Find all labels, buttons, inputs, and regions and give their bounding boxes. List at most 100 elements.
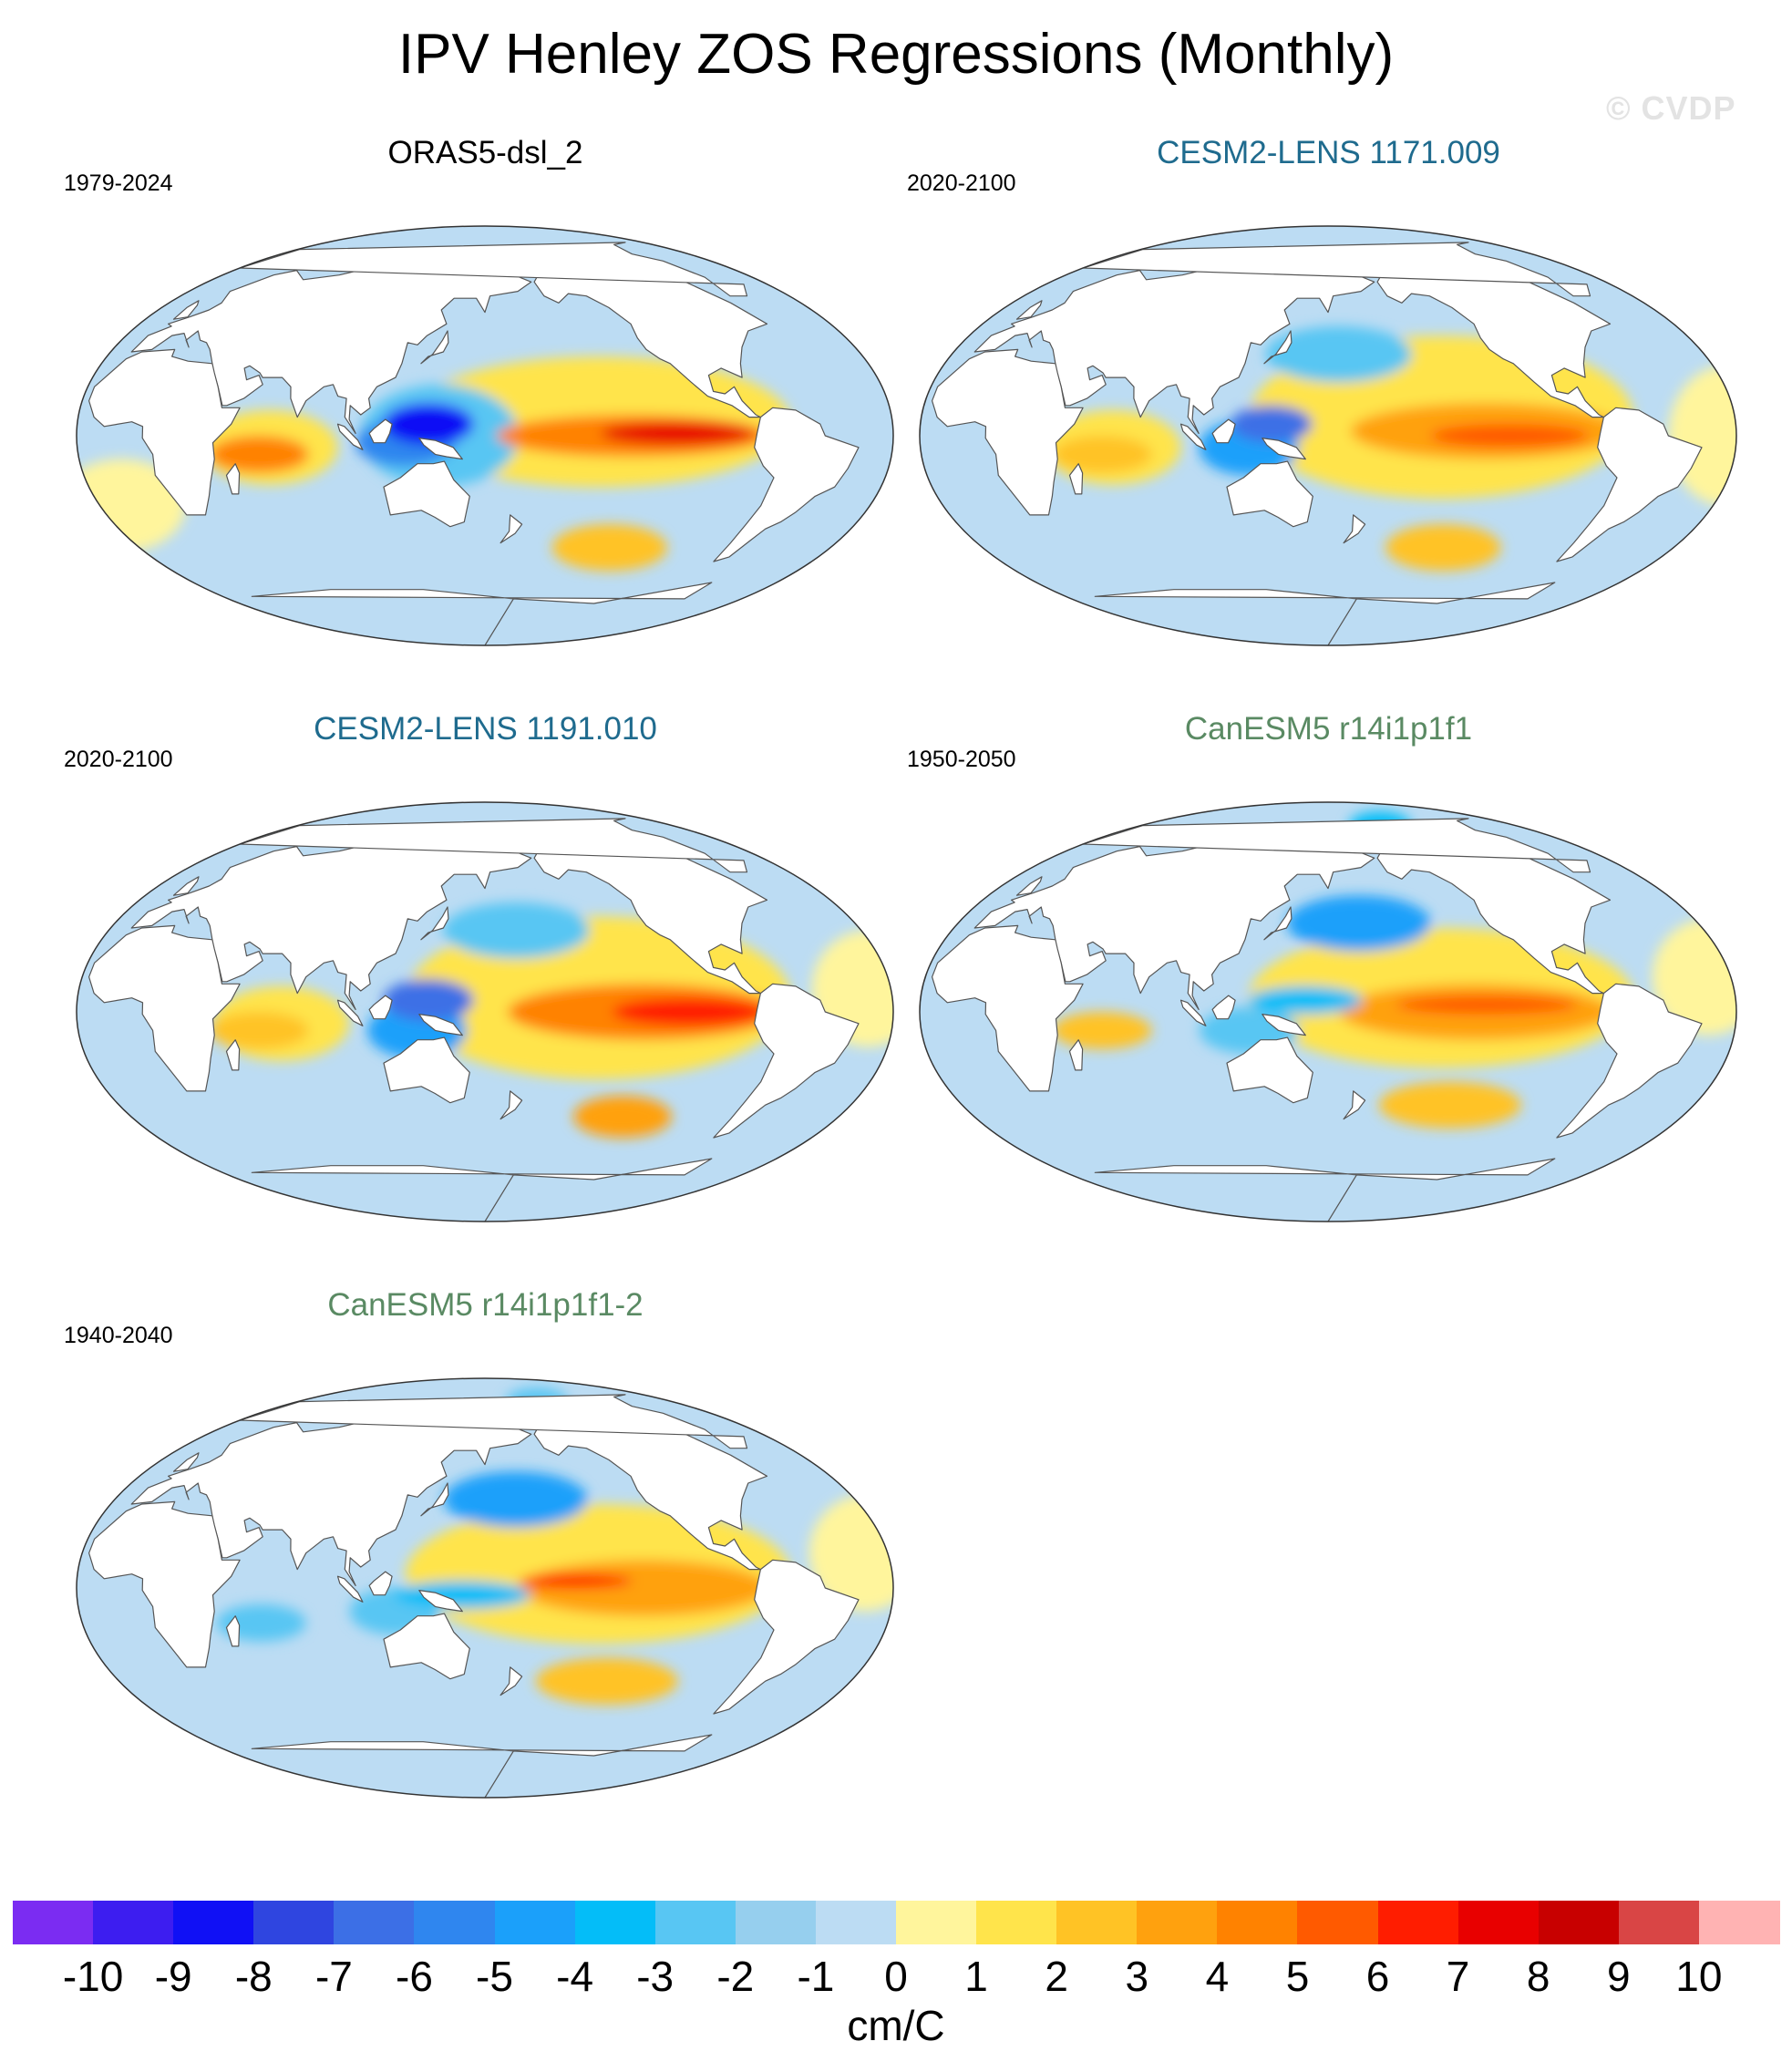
panel-period: 2020-2100 [64, 747, 173, 772]
land-new-zealand [499, 514, 523, 544]
land-japan [420, 1482, 449, 1517]
land-new-guinea [418, 438, 463, 460]
panel-period: 1940-2040 [64, 1323, 173, 1348]
colorbar-tick-label: 4 [1205, 1953, 1230, 2000]
contour-western-tropical-pacific [1231, 405, 1313, 443]
contour-western-tropical-pacific [394, 1581, 530, 1609]
panel-title: ORAS5-dsl_2 [387, 135, 583, 170]
colorbar-swatch [654, 1901, 736, 1944]
land-south-america [713, 407, 860, 562]
colorbar-swatch [334, 1901, 416, 1944]
land-antarctica [1094, 582, 1556, 645]
contour-south-pacific [1378, 1081, 1521, 1129]
contour-equatorial-eastern-pacific [1430, 424, 1590, 448]
colorbar-units-label: cm/C [847, 2002, 945, 2049]
land-south-america [713, 983, 860, 1139]
contour-north-pacific [1286, 895, 1431, 952]
colorbar-swatch [815, 1901, 897, 1944]
contour-western-tropical-pacific [1249, 985, 1363, 1015]
contour-north-pacific [1265, 325, 1412, 383]
colorbar-tick-label: -3 [636, 1953, 675, 2000]
colorbar-tick-label: 2 [1045, 1953, 1068, 2000]
contour-north-pacific [443, 1471, 588, 1528]
colorbar-swatch [1377, 1901, 1459, 1944]
colorbar-tick-label: -9 [154, 1953, 192, 2000]
land-greenland [239, 818, 748, 873]
colorbar-tick-label: 8 [1526, 1953, 1550, 2000]
map-panel-cesm2-1171: CESM2-LENS 1171.009 2020-2100 [907, 135, 1750, 691]
colorbar-tick-label: 7 [1446, 1953, 1470, 2000]
colorbar-tick-label: 0 [884, 1953, 908, 2000]
land-new-guinea [1262, 1014, 1306, 1036]
colorbar-tick-label: -1 [797, 1953, 835, 2000]
contour-western-indian-ocean [1052, 1012, 1152, 1049]
map-panel-canesm5-2: CanESM5 r14i1p1f1-2 1940-2040 [64, 1287, 907, 1843]
contour-south-pacific [573, 1096, 672, 1138]
colorbar-swatch [494, 1901, 576, 1944]
land-africa [88, 348, 241, 516]
land-australia [383, 460, 470, 528]
land-australia [1226, 1036, 1313, 1104]
colorbar-swatch [173, 1901, 254, 1944]
contour-south-pacific [1385, 524, 1501, 572]
land-madagascar [1068, 1039, 1084, 1071]
map-border [76, 225, 894, 646]
watermark: © CVDP [1606, 89, 1736, 127]
colorbar-tick-label: -10 [62, 1953, 124, 2000]
land-sumatra [336, 999, 364, 1026]
land-greenland [239, 1394, 748, 1449]
contour-equatorial-eastern-pacific [600, 421, 756, 446]
contour-north-pacific [443, 902, 590, 959]
land-sumatra [336, 423, 364, 450]
colorbar-swatch [414, 1901, 496, 1944]
land-australia [383, 1613, 470, 1680]
land-uk [1015, 300, 1043, 320]
land-new-zealand [1343, 1090, 1366, 1120]
land-new-zealand [1343, 514, 1366, 544]
colorbar-swatch [976, 1901, 1057, 1944]
panel-title: CESM2-LENS 1191.010 [314, 711, 657, 747]
colorbar-tick-label: 6 [1365, 1953, 1390, 2000]
contour-western-indian-ocean [1052, 436, 1152, 473]
land-uk [172, 876, 200, 896]
map-panel-canesm5: CanESM5 r14i1p1f1 1950-2050 [907, 711, 1750, 1267]
panel-title: CanESM5 r14i1p1f1-2 [327, 1287, 644, 1323]
land-antarctica [251, 582, 713, 645]
land-africa [932, 348, 1084, 516]
land-africa [88, 924, 241, 1092]
panel-title: CanESM5 r14i1p1f1 [1184, 711, 1473, 747]
land-africa [88, 1500, 241, 1668]
land-australia [383, 1036, 470, 1104]
land-borneo [368, 995, 393, 1020]
land-antarctica [251, 1158, 713, 1222]
land-borneo [368, 1571, 393, 1596]
contour-south-pacific [551, 524, 667, 572]
land-greenland [1082, 818, 1591, 873]
map-border [76, 801, 894, 1222]
contour-equatorial-eastern-pacific [1395, 995, 1578, 1015]
colorbar-swatch [253, 1901, 335, 1944]
map-panel-1-plot [919, 225, 1737, 646]
contour-south-pacific [535, 1657, 678, 1705]
colorbar-swatch [13, 1901, 94, 1944]
land-uk [172, 300, 200, 320]
contour-western-indian-ocean [209, 436, 309, 473]
map-panel-0-plot [76, 225, 894, 646]
land-south-america [1556, 407, 1703, 562]
land-antarctica [251, 1734, 713, 1798]
land-uk [1015, 876, 1043, 896]
colorbar-swatch [574, 1901, 656, 1944]
land-japan [1263, 330, 1293, 365]
contour-eastern-pacific-tongue [519, 1560, 769, 1616]
colorbar-tick-label: 10 [1675, 1953, 1723, 2000]
colorbar-tick-label: 3 [1125, 1953, 1149, 2000]
land-new-guinea [418, 1590, 463, 1613]
colorbar-tick-label: 9 [1607, 1953, 1631, 2000]
land-sumatra [1179, 999, 1207, 1026]
colorbar-swatch [1137, 1901, 1218, 1944]
map-panel-4-plot [76, 1377, 894, 1799]
map-panel-cesm2-1191: CESM2-LENS 1191.010 2020-2100 [64, 711, 907, 1267]
land-borneo [1211, 995, 1236, 1020]
colorbar-swatch [1618, 1901, 1700, 1944]
panel-period: 1950-2050 [907, 747, 1016, 772]
